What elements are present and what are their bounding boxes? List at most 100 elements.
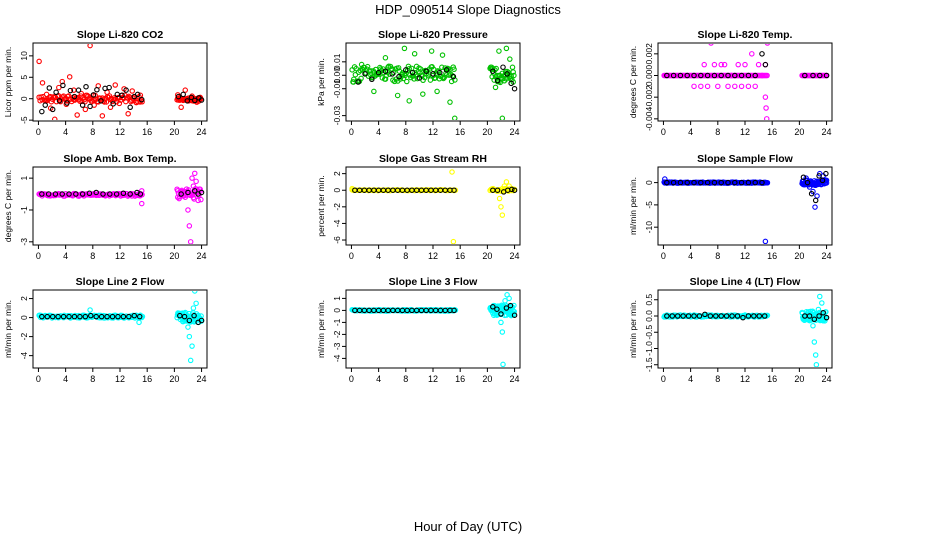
y-axis-label: percent per min. [316,175,326,236]
data-point [175,194,181,200]
y-tick-label: 10 [19,51,29,61]
data-point-black [691,313,697,319]
data-point [178,104,184,111]
points-layer [349,292,518,367]
panel-title: Slope Sample Flow [697,153,794,165]
data-point-black [494,77,501,84]
x-tick-label: 0 [349,251,354,261]
data-point-black [664,179,670,186]
data-point [190,183,197,189]
x-tick-label: 20 [169,374,179,384]
y-axis-label: Licor ppm per min. [3,47,13,117]
data-point-black [66,191,72,197]
data-point-black [53,89,59,96]
data-point-black [98,98,104,104]
data-point [78,90,85,97]
data-point-black [713,313,719,319]
data-point [506,295,512,302]
data-point-black [113,191,120,197]
data-point [189,175,195,181]
data-point [511,302,517,309]
data-point [43,91,50,98]
panel-title: Slope Line 4 (LT) Flow [690,276,801,288]
data-point [186,333,193,340]
data-point-black [509,186,515,193]
data-point [52,116,58,120]
data-point-black [119,92,125,99]
data-point-black [740,314,746,321]
data-point-black [664,72,670,79]
data-point-black [98,313,105,320]
data-point-black [511,187,518,193]
panel-title: Slope Amb. Box Temp. [63,153,176,165]
x-tick-label: 4 [688,251,693,261]
data-point [815,306,822,313]
data-point [698,83,704,90]
y-tick-label: -0.002 [644,85,654,109]
panel-5: Slope Gas Stream RH 0 4 8 12 16 20 24 -6 -4 -2 0 2 pe… [316,153,521,261]
data-point-black [802,72,808,79]
data-point-black [698,72,704,79]
data-point-black [403,67,409,73]
x-tick-label: 16 [142,251,152,261]
data-point-black [66,313,72,320]
data-point-black [810,72,816,79]
x-tick-label: 20 [794,374,804,384]
data-point [823,180,830,186]
y-axis-label: ml/min per min. [628,177,638,235]
data-point [401,45,408,52]
data-point [116,100,123,107]
data-point-black [396,73,402,80]
data-point [189,343,195,349]
data-point-black [192,97,198,104]
data-point-black [823,314,830,321]
data-point [428,48,435,54]
y-tick-label: -2 [332,203,342,211]
panel-1: Slope Li-820 CO2 0 4 8 12 16 20 24 -5 0 5 10 Licor p… [3,29,208,137]
x-tick-label: 20 [482,251,492,261]
x-tick-label: 20 [169,127,179,137]
x-tick-label: 16 [767,374,777,384]
data-point-black [732,179,738,186]
data-point-black [451,187,457,193]
data-point [406,98,412,104]
data-point-black [684,179,690,186]
data-point [129,88,135,94]
data-point-black [60,82,66,89]
y-tick-label: -0.5 [644,325,654,340]
x-tick-label: 0 [349,374,354,384]
data-point [806,184,813,190]
data-point [192,170,198,177]
data-point-black [56,98,63,104]
data-point-black [738,179,745,186]
data-point [411,51,418,57]
data-point [496,48,502,54]
data-point-black [389,71,395,77]
data-point-black [816,313,822,319]
data-point-black [711,179,718,186]
data-point-black [188,94,195,101]
data-point-black [507,302,514,309]
data-point [764,116,770,120]
data-point-black [79,191,86,197]
data-point [136,319,142,326]
y-tick-label: 0 [332,188,342,193]
data-point-black [752,179,758,186]
points-layer [349,45,518,120]
plot-frame [657,289,833,369]
data-point [420,91,426,97]
y-tick-label: 0.00 [332,67,342,84]
data-point [193,178,199,185]
plot-frame [32,166,208,246]
panel-title: Slope Li-820 Pressure [378,29,488,41]
data-point-black [504,71,510,77]
data-point-black [725,72,731,79]
data-point-black [500,64,506,70]
data-point-black [498,311,504,317]
data-point-black [423,68,429,74]
data-point-black [745,179,752,186]
data-point-black [49,313,56,320]
x-tick-label: 8 [403,251,408,261]
